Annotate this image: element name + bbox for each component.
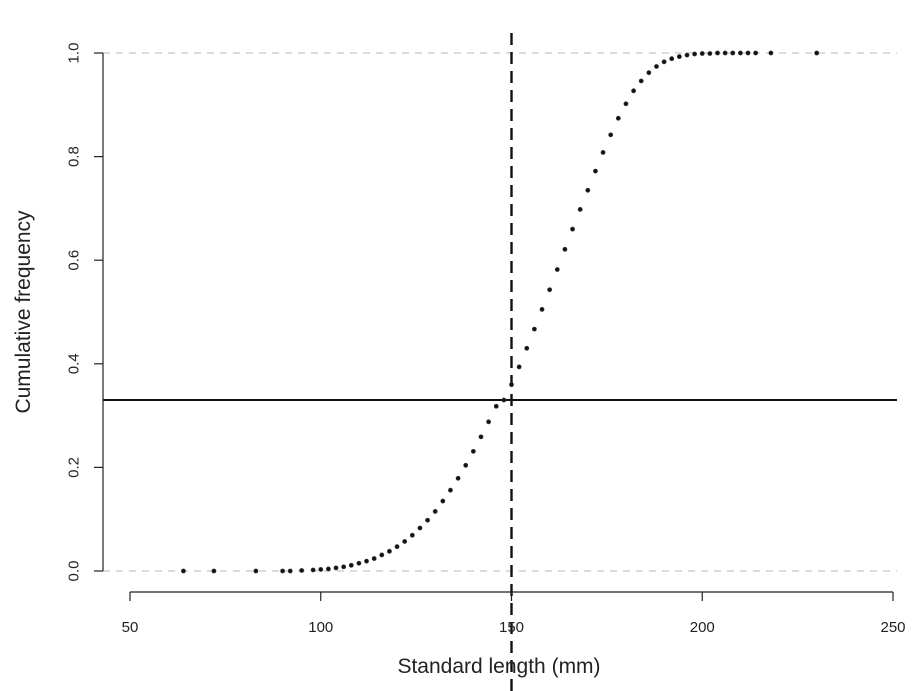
data-point <box>409 532 415 538</box>
data-point <box>310 567 316 573</box>
data-point <box>181 568 186 574</box>
data-point <box>577 207 583 212</box>
data-point <box>455 475 461 481</box>
y-tick-label: 0.0 <box>66 561 83 582</box>
data-point <box>463 462 469 468</box>
data-point <box>371 556 377 561</box>
data-point <box>615 115 621 121</box>
data-point <box>516 364 522 370</box>
data-point <box>318 567 324 572</box>
data-point <box>654 64 659 69</box>
data-point <box>470 448 476 454</box>
data-point <box>600 150 606 155</box>
data-point <box>570 226 575 232</box>
x-tick-label: 150 <box>499 619 524 636</box>
data-points <box>181 50 820 574</box>
data-point <box>509 382 514 387</box>
data-point <box>501 397 507 403</box>
data-point <box>341 564 347 570</box>
data-point <box>585 187 591 193</box>
data-point <box>554 267 560 272</box>
data-point <box>425 517 430 523</box>
x-tick-label: 100 <box>308 619 333 636</box>
data-point <box>547 287 553 293</box>
y-tick-label: 0.4 <box>66 353 83 374</box>
data-point <box>356 560 362 566</box>
y-axis-title: Cumulative frequency <box>12 210 35 414</box>
data-point <box>638 78 644 84</box>
data-point <box>524 345 530 351</box>
data-point <box>608 132 614 138</box>
data-point <box>348 562 354 568</box>
data-point <box>440 498 446 504</box>
data-point <box>287 568 293 574</box>
data-point <box>699 51 705 56</box>
data-point <box>379 552 385 558</box>
data-point <box>432 509 438 514</box>
x-axis: 50 100 150 200 250 <box>122 591 906 636</box>
data-point <box>684 52 690 58</box>
y-tick-label: 0.8 <box>66 146 83 167</box>
data-point <box>646 70 652 76</box>
data-point <box>531 326 537 332</box>
y-tick-label: 0.2 <box>66 457 83 478</box>
data-point <box>402 539 408 544</box>
data-point <box>486 419 492 425</box>
data-point <box>715 50 720 56</box>
data-point <box>253 568 259 574</box>
x-tick-label: 200 <box>690 619 715 636</box>
data-point <box>738 50 743 56</box>
data-point <box>325 566 331 572</box>
data-point <box>722 50 728 56</box>
data-point <box>730 50 736 56</box>
data-point <box>539 307 545 312</box>
x-tick-label: 50 <box>122 619 139 636</box>
data-point <box>280 568 286 574</box>
data-point <box>707 51 713 56</box>
data-point <box>394 544 400 550</box>
data-point <box>493 403 499 409</box>
data-point <box>299 568 305 573</box>
data-point <box>387 548 392 554</box>
data-point <box>333 565 339 571</box>
y-tick-label: 0.6 <box>66 250 83 271</box>
data-point <box>478 434 484 440</box>
x-tick-label: 250 <box>880 619 905 636</box>
y-axis: 0.0 0.2 0.4 0.6 0.8 1.0 <box>66 43 104 582</box>
data-point <box>768 50 774 56</box>
data-point <box>417 525 423 531</box>
data-point <box>448 487 453 493</box>
data-point <box>753 50 759 56</box>
data-point <box>814 50 820 56</box>
data-point <box>631 88 636 94</box>
reference-lines <box>103 33 897 691</box>
data-point <box>562 246 568 252</box>
data-point <box>669 56 675 62</box>
data-point <box>623 101 629 107</box>
x-axis-title: Standard length (mm) <box>397 655 600 678</box>
y-tick-label: 1.0 <box>66 43 83 64</box>
data-point <box>745 50 751 56</box>
data-point <box>364 558 369 564</box>
data-point <box>676 54 682 60</box>
data-point <box>692 51 698 57</box>
data-point <box>211 568 217 574</box>
data-point <box>593 168 598 174</box>
data-point <box>661 59 667 65</box>
